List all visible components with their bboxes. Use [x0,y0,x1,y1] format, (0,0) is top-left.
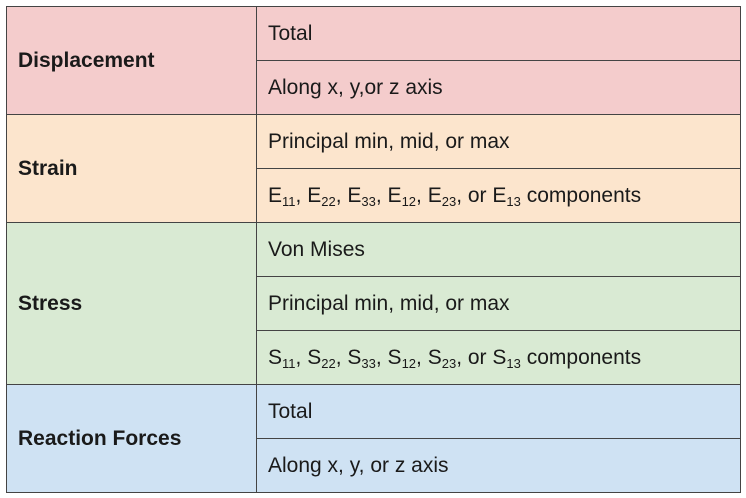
component-term: E22, [307,183,342,209]
stress-von-mises: Von Mises [256,222,741,277]
table-row: Stress Von Mises [6,222,741,385]
table-row: E11, E22, E33, E12, E23, or E13 componen… [7,168,741,223]
component-term: S23, or [427,345,487,371]
category-stress: Stress [6,222,257,385]
table-row: Along x, y,or z axis [7,60,741,115]
component-term: S22, [307,345,342,371]
component-term: E23, or [427,183,487,209]
results-table: Displacement Total Along x, y,or z axis … [6,6,741,493]
component-term: S13 [492,345,521,371]
category-displacement: Displacement [6,6,257,115]
results-table-wrapper: Displacement Total Along x, y,or z axis … [6,6,741,493]
category-reaction-forces: Reaction Forces [6,384,257,493]
component-term: E12, [387,183,422,209]
table-row: Displacement Total [6,6,741,115]
strain-components: E11, E22, E33, E12, E23, or E13 componen… [256,168,741,223]
table-row: Strain Principal min, mid, or max [6,114,741,223]
stress-components: S11, S22, S33, S12, S23, or S13 componen… [256,330,741,385]
components-suffix: components [526,183,642,207]
displacement-total: Total [256,6,741,61]
component-term: E33, [347,183,382,209]
table-row: Reaction Forces Total [6,384,741,493]
component-term: S33, [347,345,382,371]
strain-principal: Principal min, mid, or max [256,114,741,169]
stress-principal: Principal min, mid, or max [256,276,741,331]
table-row: Along x, y, or z axis [7,438,741,493]
components-suffix: components [526,345,642,369]
displacement-along-axis: Along x, y,or z axis [256,60,741,115]
component-term: E13 [492,183,521,209]
reaction-total: Total [256,384,741,439]
category-strain: Strain [6,114,257,223]
component-term: S11, [268,345,302,371]
component-term: E11, [268,183,302,209]
reaction-along-axis: Along x, y, or z axis [256,438,741,493]
component-term: S12, [387,345,422,371]
table-row: S11, S22, S33, S12, S23, or S13 componen… [7,330,741,385]
